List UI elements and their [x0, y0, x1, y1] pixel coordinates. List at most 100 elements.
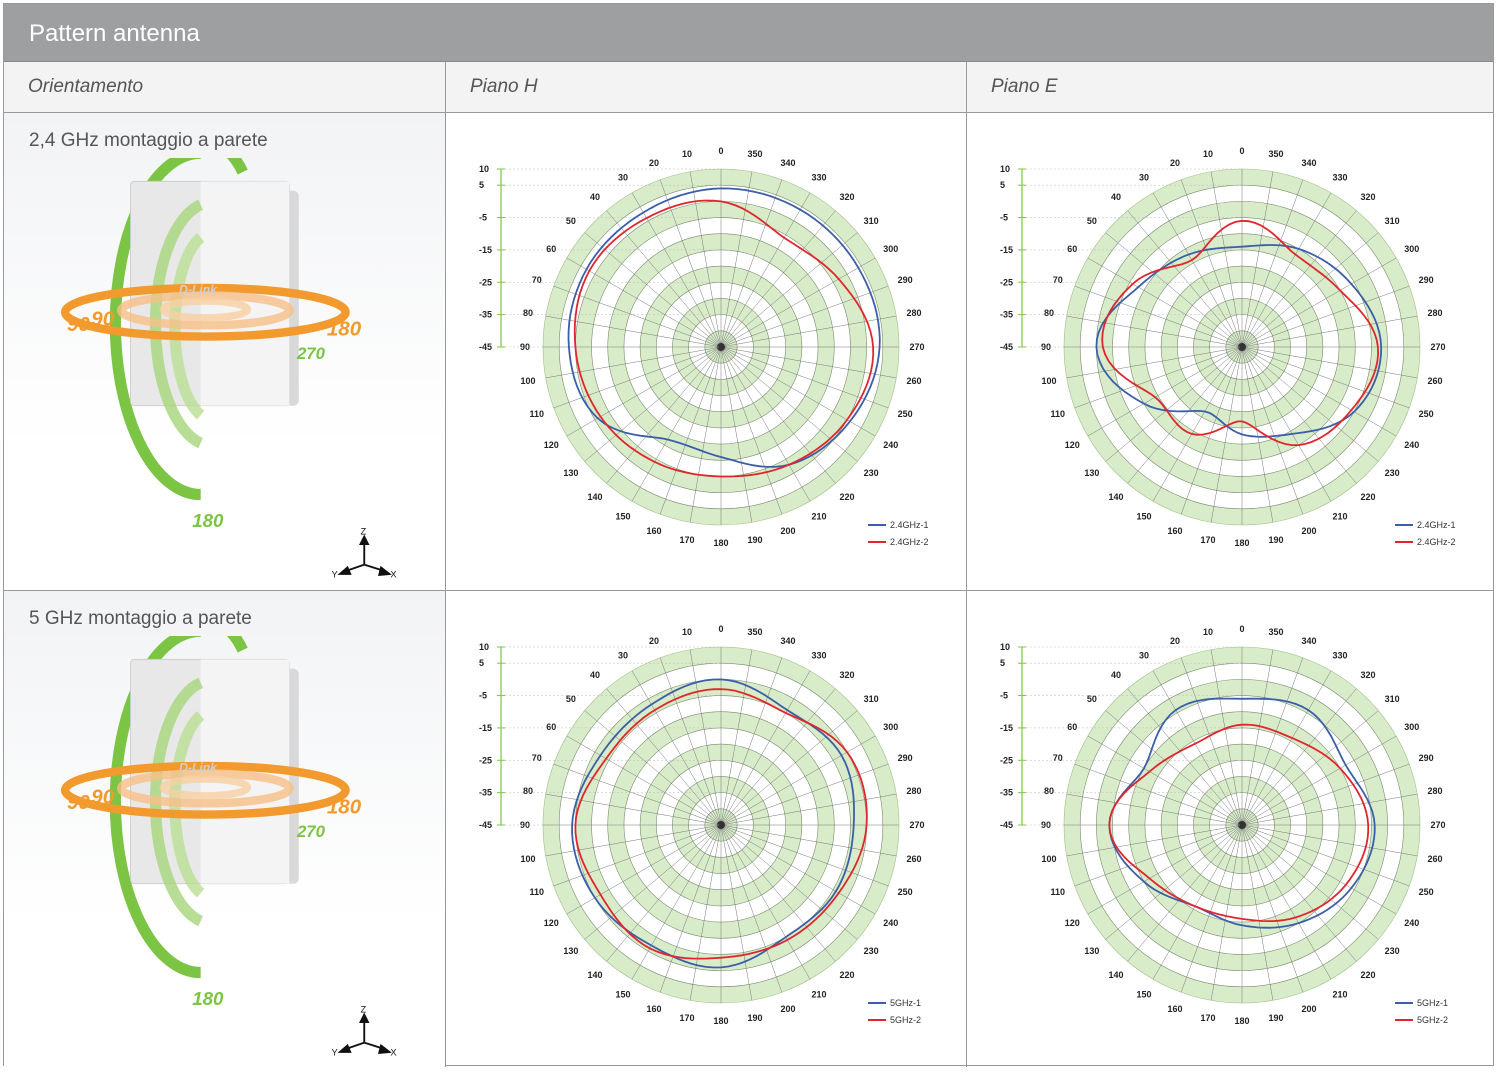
row-5ghz: 5 GHz montaggio a parete 01802709090180D… — [4, 591, 1493, 1067]
vertical-ring — [109, 158, 201, 501]
series-line-2.4GHz-2 — [573, 199, 875, 478]
scale-tick-label: -45 — [479, 342, 492, 352]
scale-tick-label: 5 — [1000, 658, 1005, 668]
angle-tick-label: 270 — [909, 342, 924, 352]
scale-tick-label: -25 — [1000, 277, 1013, 287]
table-title: Pattern antenna — [29, 20, 200, 47]
orientation-label: 2,4 GHz montaggio a parete — [29, 130, 268, 151]
scale-tick-label: -5 — [479, 691, 487, 701]
angle-tick-label: 30 — [1139, 650, 1149, 660]
angle-tick-label: 310 — [864, 216, 879, 226]
angle-tick-label: 50 — [566, 694, 576, 704]
angle-tick-label: 100 — [520, 854, 535, 864]
scale-tick-label: 5 — [479, 180, 484, 190]
scale-tick-label: 5 — [479, 658, 484, 668]
angle-tick-label: 280 — [1428, 308, 1443, 318]
header-orientation: Orientamento — [4, 62, 445, 112]
angle-tick-label: 340 — [781, 158, 796, 168]
angle-tick-label: 220 — [1360, 970, 1375, 980]
angle-tick-label: 280 — [1428, 786, 1443, 796]
angle-tick-label: 190 — [1269, 1013, 1284, 1023]
angle-tick-label: 240 — [1404, 440, 1419, 450]
angle-tick-label: 20 — [649, 636, 659, 646]
angle-tick-label: 60 — [1067, 722, 1077, 732]
angle-tick-label: 260 — [1428, 376, 1443, 386]
scale-tick-label: -5 — [1000, 213, 1008, 223]
angle-tick-label: 170 — [1200, 535, 1215, 545]
angle-tick-label: 130 — [563, 468, 578, 478]
angle-tick-label: 110 — [1051, 887, 1066, 897]
column-divider — [966, 62, 967, 1067]
label-right-2: 180 — [327, 796, 362, 819]
angle-tick-label: 50 — [1087, 216, 1097, 226]
angle-tick-label: 30 — [618, 172, 628, 182]
angle-tick-label: 260 — [907, 854, 922, 864]
polar-center — [1238, 821, 1246, 829]
e-plane-chart-cell: 0 350 340 330 320 310 300 290 280 270 260 250 240 230… — [967, 591, 1493, 1067]
brand-logo: D-Link — [179, 761, 218, 775]
angle-tick-label: 70 — [532, 753, 542, 763]
svg-text:Z: Z — [361, 1005, 367, 1015]
label-left-2: 90 — [91, 307, 114, 330]
series-line-5GHz-1 — [571, 678, 855, 969]
angle-tick-label: 0 — [718, 624, 723, 634]
angle-tick-label: 130 — [1084, 946, 1099, 956]
angle-tick-label: 180 — [1234, 1016, 1249, 1026]
legend-label: 2.4GHz-2 — [890, 537, 929, 547]
angle-tick-label: 120 — [544, 918, 559, 928]
scale-tick-label: 10 — [1000, 164, 1010, 174]
header-row: Orientamento Piano H Piano E — [4, 62, 1493, 113]
scale-tick-label: -15 — [479, 245, 492, 255]
series-line-5GHz-2 — [574, 688, 868, 960]
angle-tick-label: 350 — [1269, 627, 1284, 637]
header-orientation-label: Orientamento — [28, 76, 144, 97]
angle-tick-label: 210 — [1332, 512, 1347, 522]
scale-tick-label: 5 — [1000, 180, 1005, 190]
scale-tick-label: -45 — [1000, 820, 1013, 830]
legend-label: 2.4GHz-1 — [890, 520, 929, 530]
angle-tick-label: 10 — [682, 149, 692, 159]
antenna-pattern-table: Pattern antenna Orientamento Piano H Pia… — [3, 3, 1494, 1067]
angle-tick-label: 170 — [1200, 1013, 1215, 1023]
label-left: 90 — [67, 313, 90, 336]
legend-label: 5GHz-1 — [890, 998, 921, 1008]
angle-tick-label: 10 — [1203, 627, 1213, 637]
angle-tick-label: 210 — [811, 990, 826, 1000]
angle-tick-label: 180 — [1234, 538, 1249, 548]
label-bottom: 180 — [192, 510, 224, 531]
angle-tick-label: 190 — [748, 535, 763, 545]
angle-tick-label: 30 — [618, 650, 628, 660]
e-plane-polar-chart: 0 350 340 330 320 310 300 290 280 270 260 250 240 230… — [1000, 624, 1448, 1026]
label-left: 90 — [67, 791, 90, 814]
angle-tick-label: 220 — [839, 492, 854, 502]
angle-tick-label: 350 — [1269, 149, 1284, 159]
angle-tick-label: 310 — [864, 694, 879, 704]
scale-tick-label: 10 — [479, 642, 489, 652]
angle-tick-label: 50 — [566, 216, 576, 226]
angle-tick-label: 110 — [530, 887, 545, 897]
scale-tick-label: 10 — [479, 164, 489, 174]
scale-tick-label: -15 — [1000, 723, 1013, 733]
angle-tick-label: 260 — [1428, 854, 1443, 864]
legend-label: 5GHz-2 — [890, 1015, 921, 1025]
angle-tick-label: 40 — [590, 670, 600, 680]
legend-label: 2.4GHz-2 — [1417, 537, 1456, 547]
angle-tick-label: 330 — [811, 172, 826, 182]
angle-tick-label: 150 — [615, 512, 630, 522]
label-right-2: 180 — [327, 318, 362, 341]
horizontal-ring — [60, 283, 350, 341]
header-h-plane-label: Piano H — [470, 76, 538, 97]
axis-triad — [337, 534, 392, 576]
angle-tick-label: 40 — [1111, 670, 1121, 680]
legend-label: 5GHz-1 — [1417, 998, 1448, 1008]
angle-tick-label: 300 — [883, 722, 898, 732]
angle-tick-label: 300 — [1404, 244, 1419, 254]
angle-tick-label: 170 — [679, 535, 694, 545]
angle-tick-label: 260 — [907, 376, 922, 386]
label-right: 270 — [296, 822, 326, 841]
angle-tick-label: 50 — [1087, 694, 1097, 704]
angle-tick-label: 230 — [1385, 468, 1400, 478]
angle-tick-label: 100 — [520, 376, 535, 386]
angle-tick-label: 340 — [1302, 636, 1317, 646]
series-line-2.4GHz-1 — [567, 187, 881, 468]
